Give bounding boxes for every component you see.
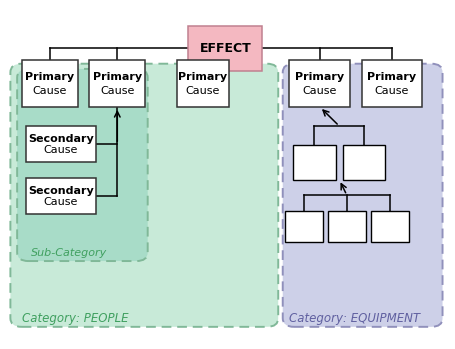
Text: Secondary: Secondary	[28, 134, 94, 144]
Text: Sub-Category: Sub-Category	[30, 248, 106, 258]
Bar	[361, 60, 421, 107]
Bar	[177, 60, 228, 107]
Bar	[370, 211, 408, 242]
Bar	[26, 126, 96, 162]
Text: Secondary: Secondary	[28, 186, 94, 196]
Text: Category: PEOPLE: Category: PEOPLE	[21, 312, 128, 325]
Text: Cause: Cause	[44, 197, 78, 207]
Text: Cause: Cause	[302, 86, 336, 96]
Text: Cause: Cause	[44, 145, 78, 155]
Text: Cause: Cause	[32, 86, 67, 96]
Text: Primary: Primary	[25, 72, 74, 82]
Text: Primary: Primary	[178, 72, 227, 82]
FancyBboxPatch shape	[282, 64, 441, 327]
Text: Primary: Primary	[92, 72, 142, 82]
Bar	[188, 25, 262, 70]
Bar	[284, 211, 323, 242]
Bar	[342, 145, 384, 180]
Text: Cause: Cause	[185, 86, 219, 96]
Text: Primary: Primary	[295, 72, 344, 82]
Bar	[327, 211, 365, 242]
Bar	[89, 60, 145, 107]
Bar	[21, 60, 78, 107]
Text: Cause: Cause	[374, 86, 408, 96]
FancyBboxPatch shape	[17, 69, 147, 261]
Text: EFFECT: EFFECT	[199, 42, 251, 55]
FancyBboxPatch shape	[10, 64, 278, 327]
Bar	[289, 60, 349, 107]
Text: Primary: Primary	[367, 72, 415, 82]
Bar	[26, 178, 96, 214]
Bar	[293, 145, 335, 180]
Text: Category: EQUIPMENT: Category: EQUIPMENT	[288, 312, 419, 325]
Text: Cause: Cause	[100, 86, 134, 96]
